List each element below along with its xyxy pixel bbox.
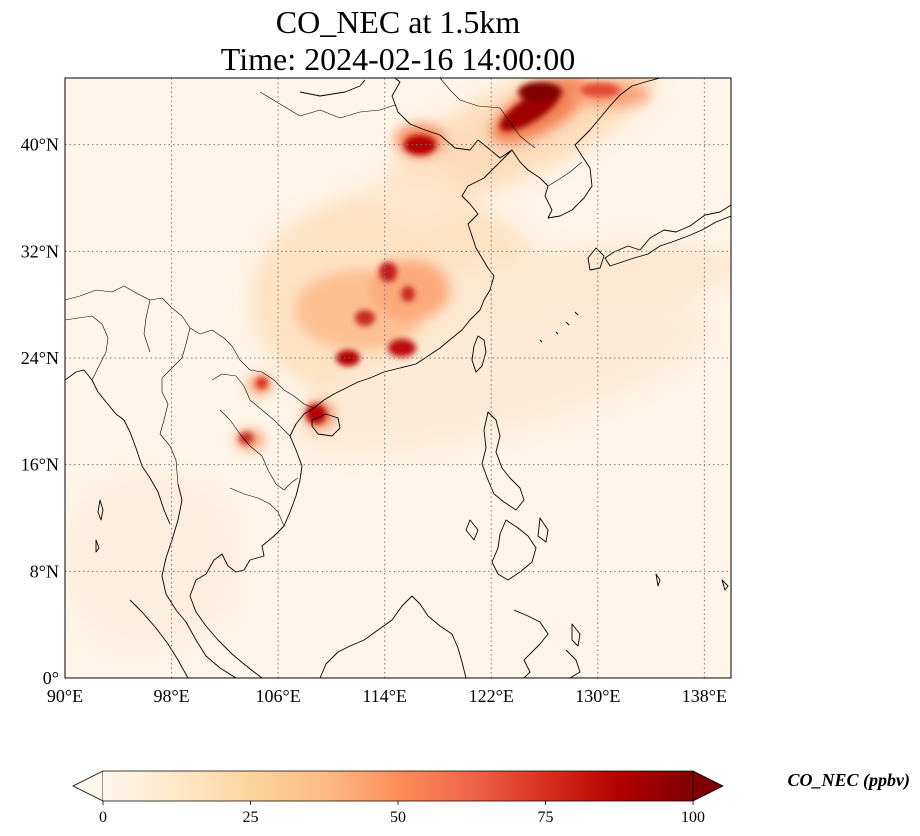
x-tick-labels: 90°E 98°E 106°E 114°E 122°E 130°E 138°E	[47, 686, 727, 706]
colorbar-ticks: 0 25 50 75 100	[99, 801, 705, 826]
x-tick-label: 98°E	[153, 686, 189, 706]
map-subtitle: Time: 2024-02-16 14:00:00	[221, 41, 575, 77]
colorbar-label: CO_NEC (ppbv)	[788, 770, 911, 791]
map-panel	[65, 78, 731, 678]
x-tick-label: 130°E	[575, 686, 620, 706]
y-tick-label: 8°N	[30, 561, 59, 581]
colorbar-tick-label: 50	[390, 809, 406, 826]
concentration-field	[65, 78, 731, 650]
colorbar-tick-label: 100	[681, 809, 705, 826]
map-frame	[64, 77, 732, 679]
colorbar-extend-low	[72, 770, 104, 802]
x-tick-label: 106°E	[256, 686, 301, 706]
x-tick-label: 114°E	[362, 686, 407, 706]
y-tick-label: 16°N	[21, 455, 59, 475]
y-tick-label: 32°N	[21, 241, 59, 261]
y-tick-label: 40°N	[21, 135, 59, 155]
colorbar-extend-high	[692, 770, 724, 802]
colorbar: 0 25 50 75 100 CO_NEC (ppbv)	[72, 770, 911, 826]
colorbar-gradient	[103, 771, 693, 801]
y-tick-label: 24°N	[21, 348, 59, 368]
x-tick-label: 122°E	[469, 686, 514, 706]
colorbar-tick-label: 75	[538, 809, 554, 826]
coastlines	[65, 78, 731, 678]
y-tick-label: 0°	[43, 668, 59, 688]
y-tick-labels: 0° 8°N 16°N 24°N 32°N 40°N	[21, 135, 59, 688]
borders	[65, 78, 583, 527]
gridlines	[65, 78, 731, 678]
x-tick-label: 90°E	[47, 686, 83, 706]
colorbar-tick-label: 25	[243, 809, 259, 826]
x-tick-label: 138°E	[682, 686, 727, 706]
colorbar-tick-label: 0	[99, 809, 107, 826]
map-title: CO_NEC at 1.5km	[276, 4, 521, 40]
